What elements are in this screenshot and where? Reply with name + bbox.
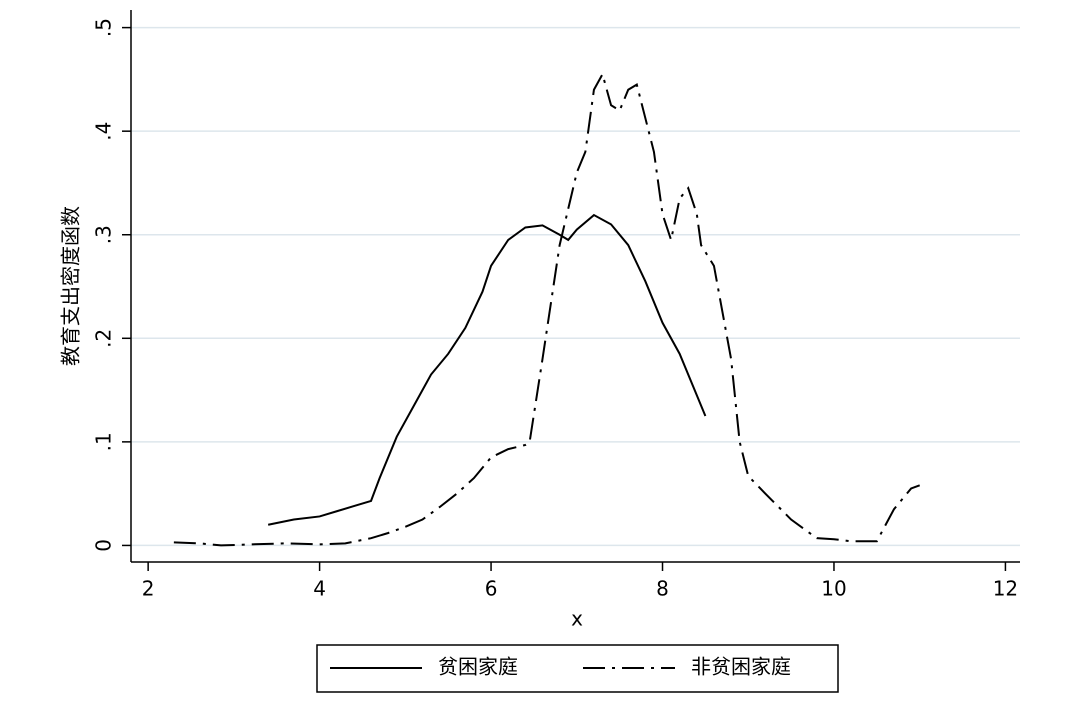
y-tick-label: .1 [92, 432, 116, 451]
y-tick-label: .2 [92, 329, 116, 348]
y-tick-label: .4 [92, 122, 116, 141]
x-tick-label: 2 [142, 577, 155, 601]
x-axis-title: x [571, 607, 583, 631]
x-tick-label: 4 [313, 577, 326, 601]
legend-label: 非贫困家庭 [691, 655, 791, 679]
x-tick-label: 10 [821, 577, 846, 601]
y-tick-label: .3 [92, 225, 116, 244]
x-tick-label: 6 [485, 577, 498, 601]
line-series [267, 213, 707, 526]
y-axis-title: 教育支出密度函数 [59, 206, 83, 366]
x-tick-label: 12 [993, 577, 1018, 601]
y-tick-label: .5 [92, 18, 116, 37]
legend-label: 贫困家庭 [438, 655, 518, 679]
x-tick-label: 8 [656, 577, 669, 601]
y-tick-label: 0 [92, 539, 116, 552]
legend-box [316, 644, 839, 693]
line-series [173, 71, 921, 547]
